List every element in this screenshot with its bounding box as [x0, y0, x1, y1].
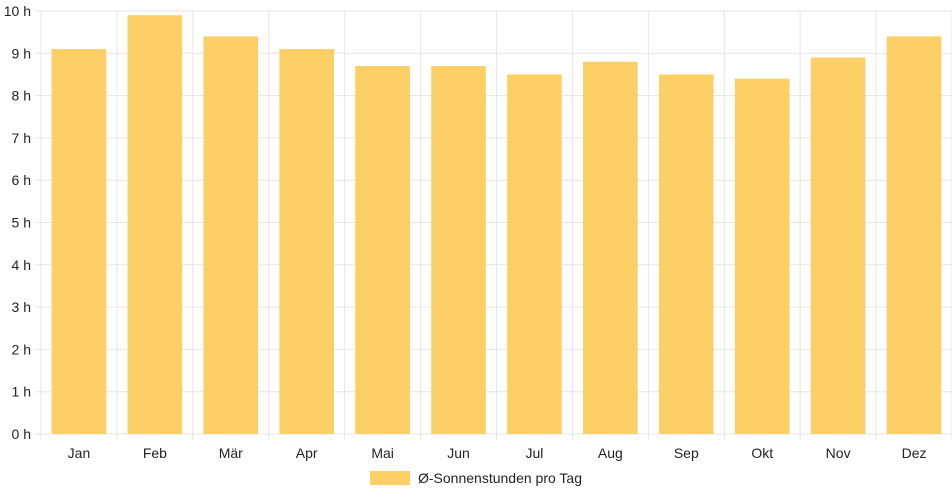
bar: [279, 49, 335, 434]
bar: [355, 65, 410, 435]
legend-label: Ø-Sonnenstunden pro Tag: [418, 470, 582, 486]
bar-chart: 0 h 1 h 2 h 3 h 4 h 5 h 6 h 7 h 8 h 9 h 10 h Jan Feb…: [4, 3, 952, 461]
bar: [431, 65, 486, 435]
bar: [51, 49, 107, 434]
y-tick-label: 1 h: [12, 384, 31, 400]
y-tick-label: 8 h: [12, 88, 31, 104]
x-tick-label: Jun: [447, 445, 470, 461]
x-tick-label: Apr: [296, 445, 318, 461]
bar: [583, 61, 638, 434]
bar: [507, 74, 562, 434]
y-tick-label: 5 h: [12, 215, 31, 231]
x-tick-label: Sep: [674, 445, 699, 461]
x-tick-label: Nov: [826, 445, 851, 461]
y-tick-label: 2 h: [12, 341, 31, 357]
x-tick-label: Dez: [902, 445, 927, 461]
y-tick-label: 0 h: [12, 426, 31, 442]
y-tick-label: 9 h: [12, 45, 31, 61]
x-tick-label: Aug: [598, 445, 623, 461]
legend[interactable]: Ø-Sonnenstunden pro Tag: [0, 470, 952, 486]
legend-swatch: [370, 471, 410, 485]
x-tick-label: Jul: [526, 445, 544, 461]
y-tick-label: 3 h: [12, 299, 31, 315]
bar: [886, 36, 942, 434]
bar: [658, 74, 714, 434]
x-tick-label: Mär: [219, 445, 243, 461]
x-tick-label: Feb: [143, 445, 167, 461]
x-tick-label: Mai: [371, 445, 394, 461]
y-tick-label: 4 h: [12, 257, 31, 273]
y-tick-label: 10 h: [4, 3, 31, 19]
bar: [203, 36, 259, 434]
bar: [810, 57, 866, 434]
bar: [127, 15, 183, 434]
x-tick-label: Okt: [751, 445, 773, 461]
y-tick-label: 7 h: [12, 130, 31, 146]
bar: [734, 78, 790, 435]
y-tick-label: 6 h: [12, 172, 31, 188]
x-tick-label: Jan: [68, 445, 91, 461]
